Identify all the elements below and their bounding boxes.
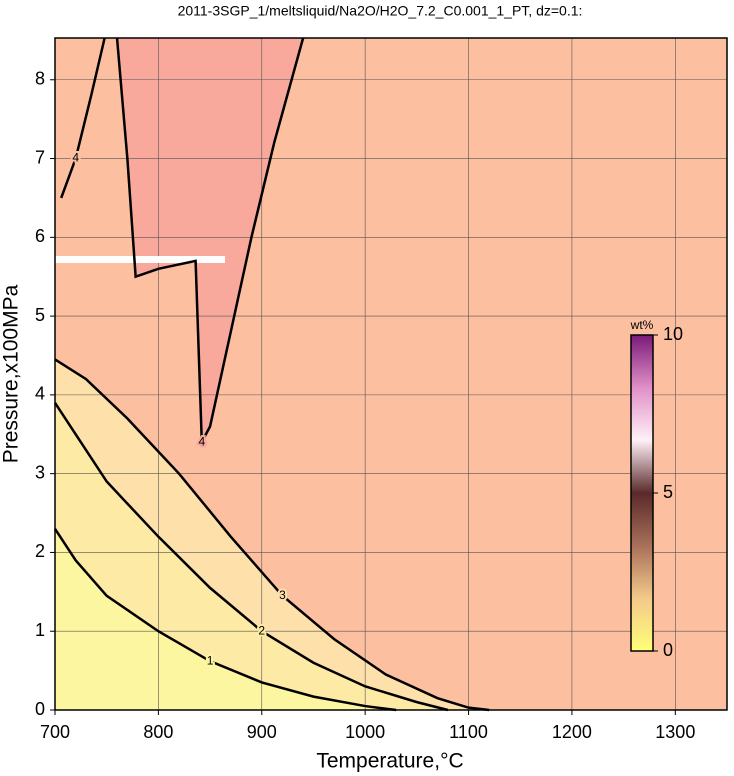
x-tick-label: 1200 — [552, 722, 592, 742]
y-tick-label: 5 — [35, 305, 45, 325]
y-tick-label: 3 — [35, 462, 45, 482]
x-tick-label: 1100 — [449, 722, 488, 742]
y-tick-label: 4 — [35, 384, 45, 404]
contour-fill — [55, 528, 397, 710]
x-tick-label: 1000 — [345, 722, 385, 742]
contour-line — [115, 37, 305, 447]
colorbar-tick-label: 0 — [663, 640, 673, 660]
y-tick-label: 7 — [35, 147, 45, 167]
data-gap — [55, 256, 225, 263]
contour-line — [53, 528, 397, 712]
contour-fill — [117, 38, 304, 443]
contour-line — [60, 37, 106, 199]
contour-label: 4 — [72, 151, 79, 165]
colorbar-label: wt% — [630, 318, 654, 332]
x-tick-label: 700 — [40, 722, 70, 742]
x-tick-label: 900 — [247, 722, 277, 742]
contour-label: 2 — [258, 623, 265, 637]
y-tick-label: 1 — [35, 620, 45, 640]
contour-label: 1 — [207, 653, 214, 667]
y-axis-label: Pressure,x100MPa — [0, 284, 23, 463]
x-axis-label: Temperature,°C — [316, 750, 463, 773]
chart-title: 2011-3SGP_1/meltsliquid/Na2O/H2O_7.2_C0.… — [178, 3, 583, 19]
plot-frame — [54, 37, 728, 711]
contour-label: 3 — [279, 588, 286, 602]
colorbar-tick-label: 5 — [663, 482, 673, 502]
y-tick-label: 8 — [35, 69, 45, 89]
colorbar-tick-label: 10 — [663, 324, 683, 344]
y-tick-label: 2 — [35, 541, 45, 561]
colorbar — [630, 334, 654, 652]
x-tick-label: 1300 — [655, 722, 695, 742]
contour-line — [53, 402, 449, 712]
y-tick-label: 6 — [35, 226, 45, 246]
contour-label: 4 — [198, 434, 205, 448]
x-tick-label: 800 — [143, 722, 173, 742]
y-tick-label: 0 — [35, 699, 45, 719]
contour-line — [54, 358, 490, 712]
